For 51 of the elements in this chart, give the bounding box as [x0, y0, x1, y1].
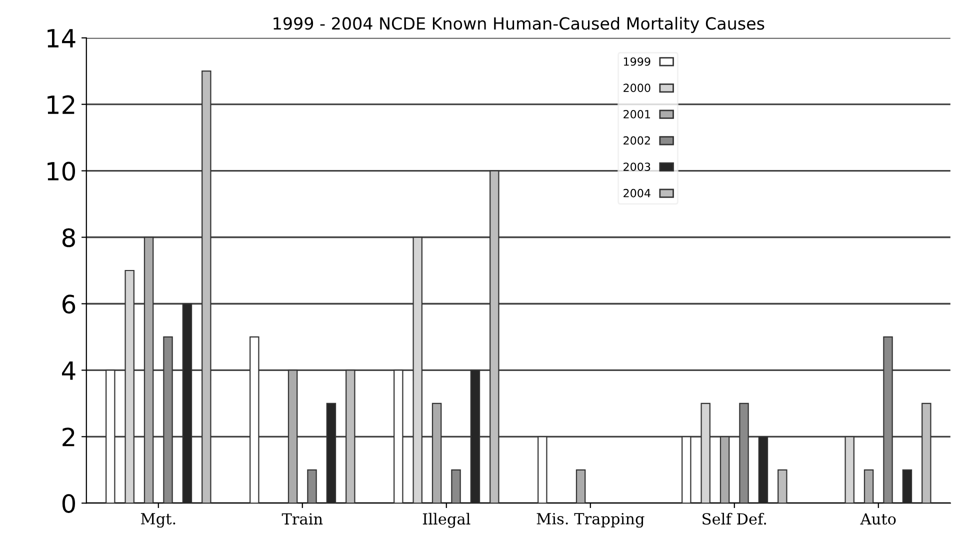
- bar: [451, 469, 461, 504]
- bar: [682, 436, 692, 504]
- bar: [538, 436, 548, 504]
- bar: [124, 270, 134, 504]
- bar: [470, 370, 480, 504]
- legend-label: 2002: [624, 136, 650, 145]
- x-tick-label: Mis. Trapping: [536, 513, 644, 528]
- bar: [700, 402, 710, 504]
- y-tick-label: 14: [48, 29, 76, 48]
- bar: [394, 370, 404, 504]
- bar: [739, 402, 749, 504]
- bar: [288, 370, 298, 504]
- bar: [576, 469, 586, 504]
- legend-label: 1999: [624, 57, 650, 66]
- bar: [432, 402, 442, 504]
- y-tick-label: 0: [62, 494, 76, 513]
- bar: [922, 402, 932, 504]
- bar: [412, 236, 422, 504]
- bar: [778, 469, 788, 504]
- x-tick-label: Mgt.: [140, 513, 176, 528]
- bar: [307, 469, 317, 504]
- x-tick-label: Illegal: [422, 512, 470, 528]
- bar: [202, 70, 212, 504]
- bar: [758, 436, 768, 504]
- legend-label: 2004: [624, 188, 650, 198]
- bar: [163, 336, 173, 504]
- y-tick-label: 6: [62, 294, 76, 314]
- y-tick-label: 2: [62, 428, 74, 446]
- x-tick-label: Self Def.: [702, 512, 766, 525]
- bar: [106, 370, 116, 504]
- x-tick-label: Train: [282, 513, 323, 525]
- y-tick-label: 8: [62, 228, 75, 248]
- bar: [490, 170, 500, 504]
- bar: [326, 402, 336, 504]
- legend-label: 2003: [624, 162, 650, 172]
- y-tick-label: 4: [62, 361, 76, 380]
- bar: [864, 469, 874, 504]
- bar: [144, 236, 154, 504]
- y-tick-label: 12: [48, 95, 74, 114]
- bar: [844, 436, 854, 504]
- legend-label: 2000: [624, 84, 650, 92]
- bar: [250, 336, 260, 504]
- legend-label: 2001: [624, 110, 650, 118]
- y-tick-label: 10: [48, 162, 76, 181]
- chart-title: 1999 - 2004 NCDE Known Human-Caused Mortality Causes: [274, 16, 764, 34]
- x-tick-label: Auto: [860, 513, 896, 525]
- bar: [883, 336, 893, 504]
- bar: [902, 469, 912, 504]
- bar: [346, 370, 356, 504]
- bar: [182, 303, 192, 504]
- bar: [720, 436, 730, 504]
